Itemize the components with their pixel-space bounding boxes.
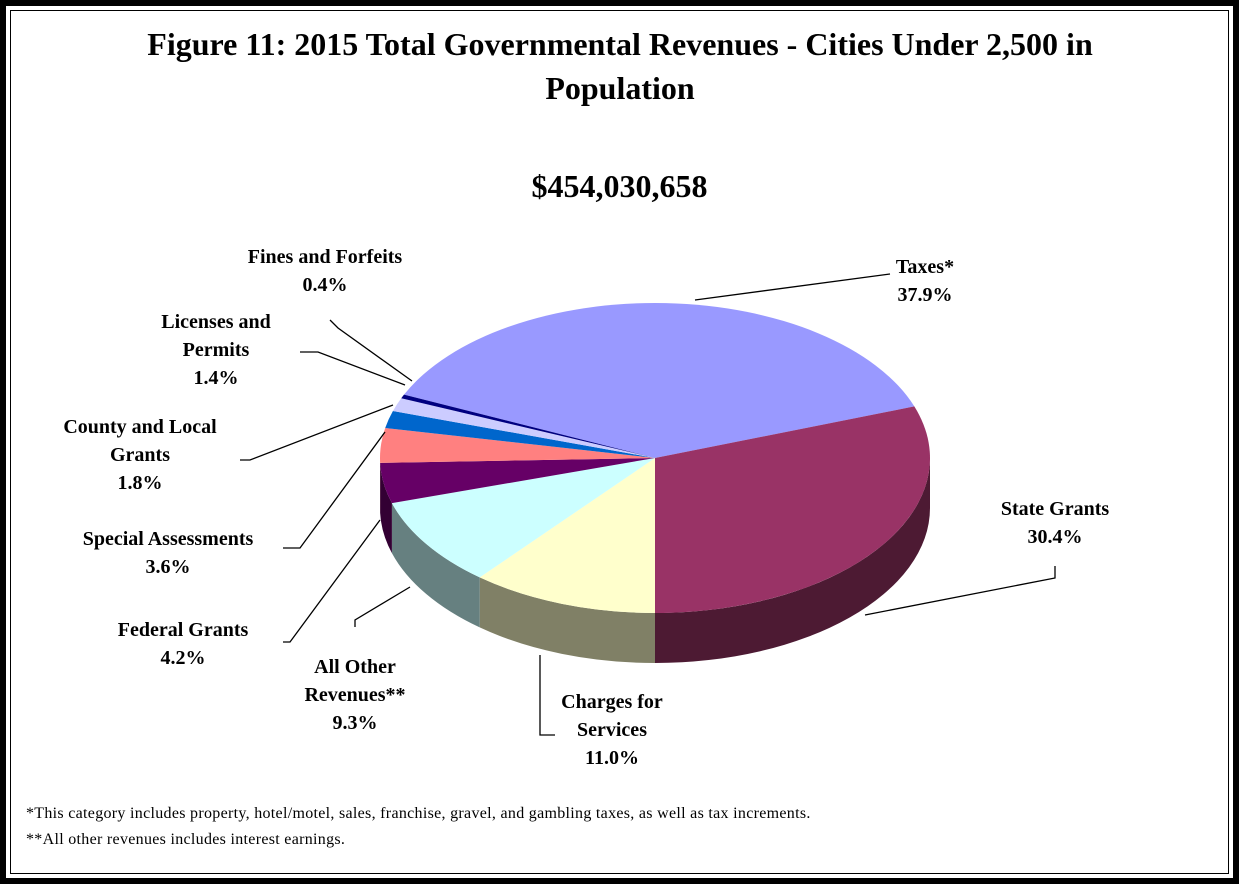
leader-line: [300, 351, 406, 386]
slice: [385, 411, 655, 458]
slice: [655, 406, 930, 613]
value-label: 3.6%: [145, 556, 191, 578]
category-label: County and Local Grants: [63, 416, 217, 466]
value-label: 9.3%: [332, 712, 378, 734]
value-label: 1.8%: [117, 472, 163, 494]
footnote: **All other revenues includes interest e…: [26, 831, 346, 848]
category-label: State Grants: [1000, 498, 1110, 520]
slice-side: [655, 458, 930, 663]
category-label: Federal Grants: [117, 619, 249, 641]
inner-border: [10, 10, 1229, 874]
leader-line: [329, 319, 413, 382]
footnote: *This category includes property, hotel/…: [26, 805, 811, 822]
category-label: All Other Revenues**: [304, 656, 406, 706]
value-label: 37.9%: [897, 284, 953, 306]
leader-line: [694, 273, 891, 301]
slice: [404, 303, 915, 458]
leader-line: [240, 404, 394, 461]
category-label: Licenses and Permits: [161, 311, 271, 361]
category-label: Taxes*: [895, 256, 955, 278]
slice-label: County and Local Grants 1.8%: [40, 413, 240, 497]
slice-label: Charges for Services 11.0%: [537, 688, 687, 772]
leader-line: [283, 431, 386, 549]
leader-line: [539, 655, 555, 736]
value-label: 11.0%: [585, 747, 639, 769]
slice-label: All Other Revenues** 9.3%: [270, 653, 440, 737]
chart-subtitle: $454,030,658: [531, 168, 708, 204]
slice-label: Taxes* 37.9%: [865, 253, 985, 309]
category-label: Charges for Services: [561, 691, 663, 741]
slice: [380, 458, 655, 504]
category-label: Special Assessments: [82, 528, 254, 550]
leader-line: [354, 586, 411, 627]
slice-label: Federal Grants 4.2%: [88, 616, 278, 672]
slice: [479, 458, 655, 613]
value-label: 30.4%: [1027, 526, 1083, 548]
slice-label: Special Assessments 3.6%: [38, 525, 298, 581]
slice-label: State Grants 30.4%: [980, 495, 1130, 551]
slice-side: [391, 503, 480, 628]
category-label: Fines and Forfeits: [247, 246, 403, 268]
slice: [391, 458, 655, 578]
slice: [392, 398, 655, 458]
value-label: 4.2%: [160, 647, 206, 669]
value-label: 0.4%: [302, 274, 348, 296]
slice-label: Fines and Forfeits 0.4%: [210, 243, 440, 299]
slice: [380, 427, 655, 463]
chart-title: Figure 11: 2015 Total Governmental Reven…: [147, 26, 1093, 106]
leader-line: [864, 566, 1056, 616]
slice-label: Licenses and Permits 1.4%: [131, 308, 301, 392]
value-label: 1.4%: [193, 367, 239, 389]
slice-side: [380, 462, 392, 554]
slice: [401, 394, 655, 458]
slice-side: [479, 577, 655, 663]
leader-line: [283, 519, 381, 643]
